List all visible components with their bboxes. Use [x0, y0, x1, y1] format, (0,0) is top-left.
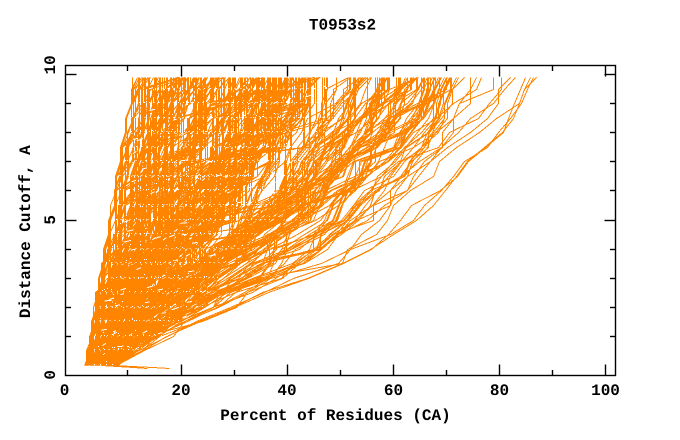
svg-text:5: 5 [42, 215, 60, 225]
svg-text:Percent of Residues (CA): Percent of Residues (CA) [220, 407, 450, 425]
svg-text:60: 60 [384, 382, 403, 400]
svg-text:0: 0 [60, 382, 70, 400]
svg-text:100: 100 [591, 382, 620, 400]
svg-text:40: 40 [277, 382, 296, 400]
svg-text:0: 0 [42, 370, 60, 380]
svg-text:80: 80 [490, 382, 509, 400]
svg-text:T0953s2: T0953s2 [309, 17, 376, 35]
svg-text:Distance Cutoff, A: Distance Cutoff, A [17, 145, 35, 318]
svg-text:20: 20 [171, 382, 190, 400]
svg-text:10: 10 [42, 55, 60, 74]
